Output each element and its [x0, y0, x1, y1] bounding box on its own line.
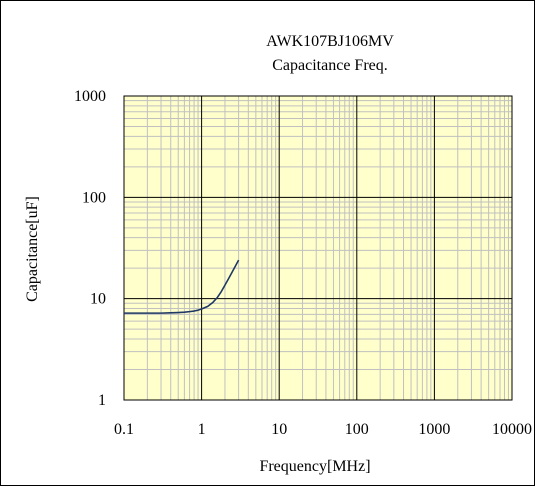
- minor-grid: [124, 96, 512, 400]
- plot-area: [124, 96, 512, 400]
- plot-border: [123, 95, 513, 401]
- y-axis-label: Capacitance[uF]: [24, 196, 41, 302]
- x-tick-label: 100: [345, 421, 369, 438]
- x-axis-label: Frequency[MHz]: [259, 458, 370, 475]
- series-line-0: [124, 259, 240, 314]
- major-grid: [124, 96, 512, 400]
- chart-title: AWK107BJ106MV: [266, 33, 394, 50]
- x-tick-label: 10000: [492, 421, 532, 438]
- x-tick-label: 10: [271, 421, 287, 438]
- series-layer: [124, 259, 240, 314]
- y-tick-label: 1000: [74, 88, 106, 105]
- y-tick-label: 10: [90, 291, 106, 308]
- x-tick-label: 1000: [418, 421, 450, 438]
- x-tick-labels: 0.1 1 10 100 1000 10000: [114, 421, 532, 438]
- chart-subtitle: Capacitance Freq.: [272, 57, 388, 74]
- y-tick-labels: 1 10 100 1000: [74, 88, 106, 409]
- x-tick-label: 1: [198, 421, 206, 438]
- y-tick-label: 1: [98, 392, 106, 409]
- y-tick-label: 100: [82, 189, 106, 206]
- x-tick-label: 0.1: [114, 421, 134, 438]
